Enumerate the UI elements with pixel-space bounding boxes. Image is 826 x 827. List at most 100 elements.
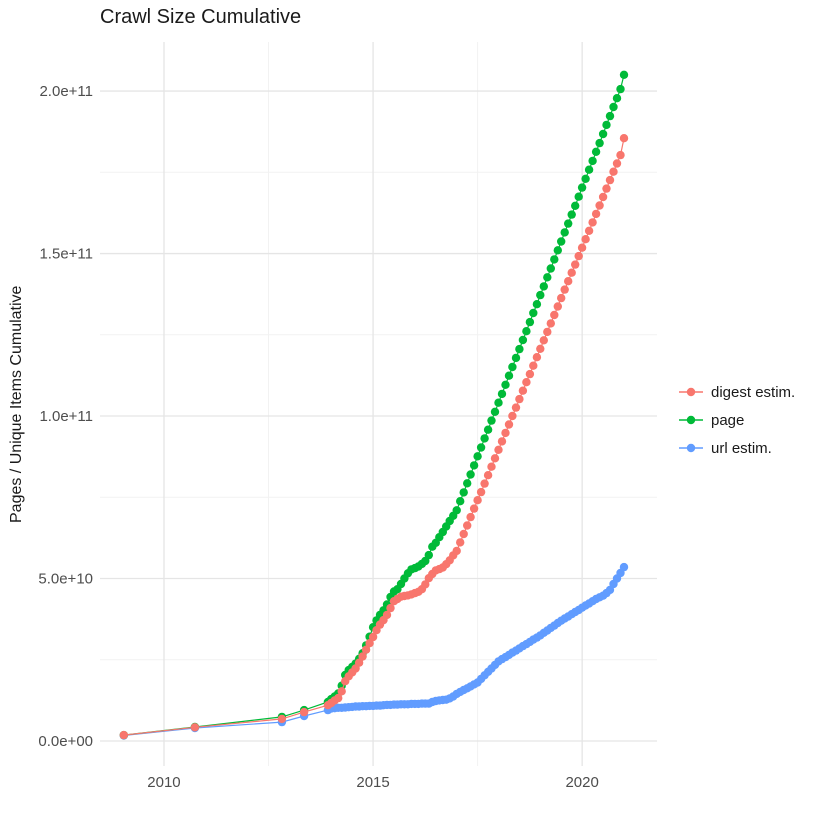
y-tick-label: 1.0e+11: [39, 408, 93, 425]
gridlines-major: [100, 42, 657, 766]
data-point-digest-estim: [334, 693, 343, 703]
data-point-digest-estim: [616, 150, 625, 160]
data-point-digest-estim: [539, 336, 548, 345]
data-point-page: [560, 228, 569, 237]
data-point-page: [605, 111, 615, 121]
data-point-page: [452, 506, 461, 515]
data-point-page: [525, 317, 535, 327]
data-point-digest-estim: [421, 580, 430, 589]
legend-key-icon: [679, 443, 703, 453]
data-point-digest-estim: [605, 175, 615, 185]
series-digest-estim: [119, 134, 629, 740]
legend-label: page: [711, 411, 745, 429]
data-point-page: [511, 353, 521, 363]
gridlines-minor: [100, 42, 657, 766]
data-point-page: [616, 84, 625, 94]
data-point-digest-estim: [543, 327, 552, 337]
data-point-page: [529, 308, 538, 318]
data-point-digest-estim: [463, 521, 472, 530]
data-point-page: [612, 94, 622, 103]
data-point-page: [577, 183, 587, 192]
data-point-digest-estim: [456, 538, 465, 547]
data-point-page: [581, 174, 590, 183]
data-point-page: [463, 479, 472, 488]
data-point-page: [539, 282, 548, 291]
data-point-digest-estim: [452, 546, 461, 556]
data-point-page: [619, 70, 629, 80]
data-point-page: [536, 290, 545, 300]
data-point-digest-estim: [564, 277, 573, 286]
y-axis-title: Pages / Unique Items Cumulative: [8, 285, 25, 523]
x-tick-label: 2015: [356, 774, 389, 791]
legend-item-page: page: [678, 406, 795, 434]
data-point-digest-estim: [536, 344, 545, 353]
data-point-digest-estim: [358, 652, 367, 661]
data-point-digest-estim: [119, 730, 128, 740]
y-tick-label: 2.0e+11: [39, 83, 93, 100]
data-point-page: [595, 138, 604, 148]
series-url-estim: [119, 562, 629, 740]
data-point-page: [553, 246, 562, 255]
data-point-digest-estim: [508, 411, 517, 421]
data-point-digest-estim: [466, 512, 475, 522]
y-tick-label: 5.0e+10: [38, 571, 93, 588]
legend-label: url estim.: [711, 439, 772, 457]
data-point-page: [515, 344, 524, 354]
data-point-page: [564, 219, 573, 228]
data-point-digest-estim: [518, 386, 528, 395]
data-point-digest-estim: [525, 369, 535, 379]
data-point-digest-estim: [584, 226, 594, 235]
data-point-page: [602, 120, 611, 130]
data-point-url-estim: [619, 562, 629, 572]
data-point-digest-estim: [190, 723, 200, 732]
data-point-page: [487, 416, 496, 425]
legend: digest estim. page url estim.: [678, 378, 795, 462]
data-point-digest-estim: [553, 302, 562, 311]
data-point-digest-estim: [602, 184, 611, 193]
data-point-page: [522, 327, 531, 336]
data-point-digest-estim: [476, 487, 486, 497]
data-point-page: [480, 434, 489, 443]
data-point-digest-estim: [591, 209, 601, 219]
data-point-digest-estim: [368, 632, 378, 642]
data-point-digest-estim: [532, 353, 542, 362]
data-point-page: [456, 497, 465, 506]
y-tick-label: 1.5e+11: [39, 246, 93, 263]
data-point-page: [550, 255, 559, 264]
data-point-page: [584, 165, 594, 174]
data-point-page: [424, 550, 433, 560]
data-point-digest-estim: [354, 658, 364, 667]
legend-key-icon: [679, 387, 703, 397]
data-point-page: [476, 443, 486, 452]
data-point-digest-estim: [361, 645, 371, 654]
data-point-digest-estim: [577, 243, 587, 252]
data-point-page: [546, 264, 555, 273]
data-point-digest-estim: [595, 201, 604, 210]
data-point-page: [504, 371, 514, 380]
data-point-digest-estim: [504, 420, 514, 429]
legend-item-url-estim: url estim.: [678, 434, 795, 462]
data-point-digest-estim: [386, 603, 395, 613]
data-point-page: [466, 470, 475, 479]
data-point-page: [567, 210, 576, 219]
data-point-digest-estim: [459, 529, 468, 539]
legend-key-icon: [679, 415, 703, 425]
data-point-page: [543, 273, 552, 282]
data-point-digest-estim: [337, 687, 346, 696]
data-point-page: [497, 389, 507, 399]
data-point-digest-estim: [299, 707, 309, 717]
data-point-page: [588, 156, 597, 166]
data-point-page: [501, 380, 510, 389]
data-point-digest-estim: [546, 319, 555, 328]
legend-label: digest estim.: [711, 383, 796, 401]
data-point-digest-estim: [581, 235, 590, 244]
data-point-page: [483, 425, 493, 434]
data-point-digest-estim: [473, 496, 482, 505]
data-point-digest-estim: [557, 293, 566, 303]
data-point-page: [490, 407, 500, 416]
data-point-page: [571, 201, 580, 210]
data-point-digest-estim: [619, 134, 629, 143]
data-point-digest-estim: [567, 268, 576, 277]
